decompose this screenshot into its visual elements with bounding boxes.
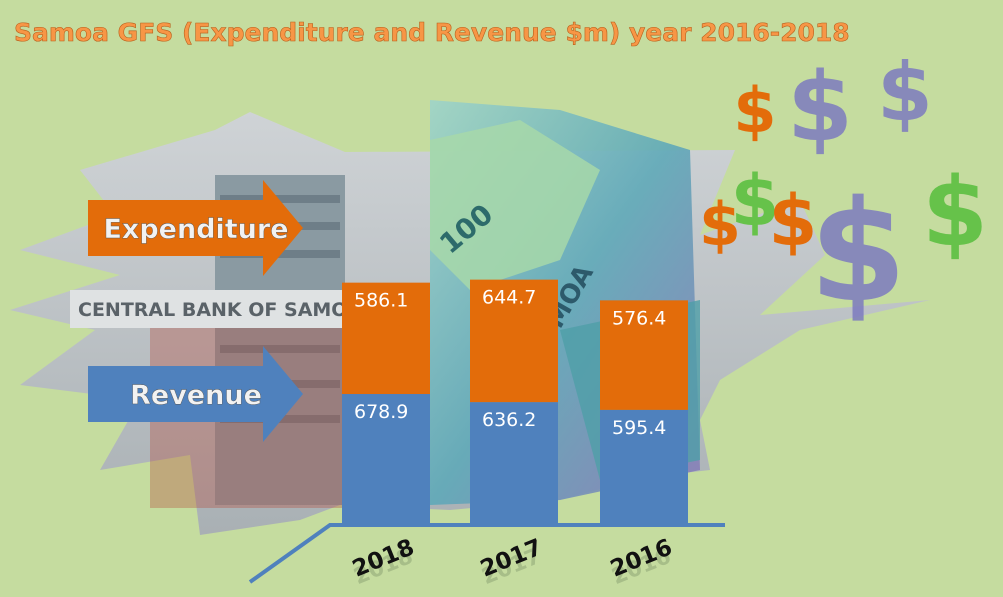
dollar-sign-icon: $: [769, 180, 818, 262]
bar-revenue-2016: [600, 409, 688, 523]
dollar-decorations: $ $ $$$ $$$: [699, 46, 988, 334]
legend: Expenditure Revenue: [88, 180, 303, 442]
expenditure-arrow-icon: [88, 180, 303, 276]
data-label-revenue-2017: 636.2: [482, 409, 536, 431]
bar-expenditure-2017: [470, 279, 558, 403]
data-label-expenditure-2018: 586.1: [354, 290, 408, 312]
dollar-sign-icon: $: [731, 160, 780, 242]
dollar-sign-icon: $: [699, 190, 741, 260]
bank-sign-board: [70, 290, 345, 328]
data-label-expenditure-2016: 576.4: [612, 307, 666, 329]
data-label-revenue-2018: 678.9: [354, 401, 408, 423]
x-axis-line: [248, 523, 725, 584]
dollar-sign-icon: $: [809, 171, 906, 334]
dollar-sign-icon: $: [877, 46, 933, 139]
dollar-sign-icon: $: [733, 74, 776, 147]
bar-layer: 678.9586.120182018636.2644.720172017595.…: [342, 279, 688, 590]
chart-title: Samoa GFS (Expenditure and Revenue $m) y…: [14, 18, 850, 47]
bank-sign-text: CENTRAL BANK OF SAMOA: [78, 299, 362, 321]
bar-revenue-2017: [470, 402, 558, 523]
data-label-expenditure-2017: 644.7: [482, 287, 536, 309]
bar-revenue-2018: [342, 394, 430, 523]
dollar-sign-icon: $: [787, 53, 853, 163]
data-label-revenue-2016: 595.4: [612, 417, 666, 439]
expenditure-legend-label: Expenditure: [103, 214, 288, 245]
bar-expenditure-2016: [600, 300, 688, 410]
bar-expenditure-2018: [342, 282, 430, 395]
dollar-sign-icon: $: [922, 158, 988, 268]
revenue-legend-label: Revenue: [130, 380, 262, 411]
revenue-arrow-icon: [88, 346, 303, 442]
